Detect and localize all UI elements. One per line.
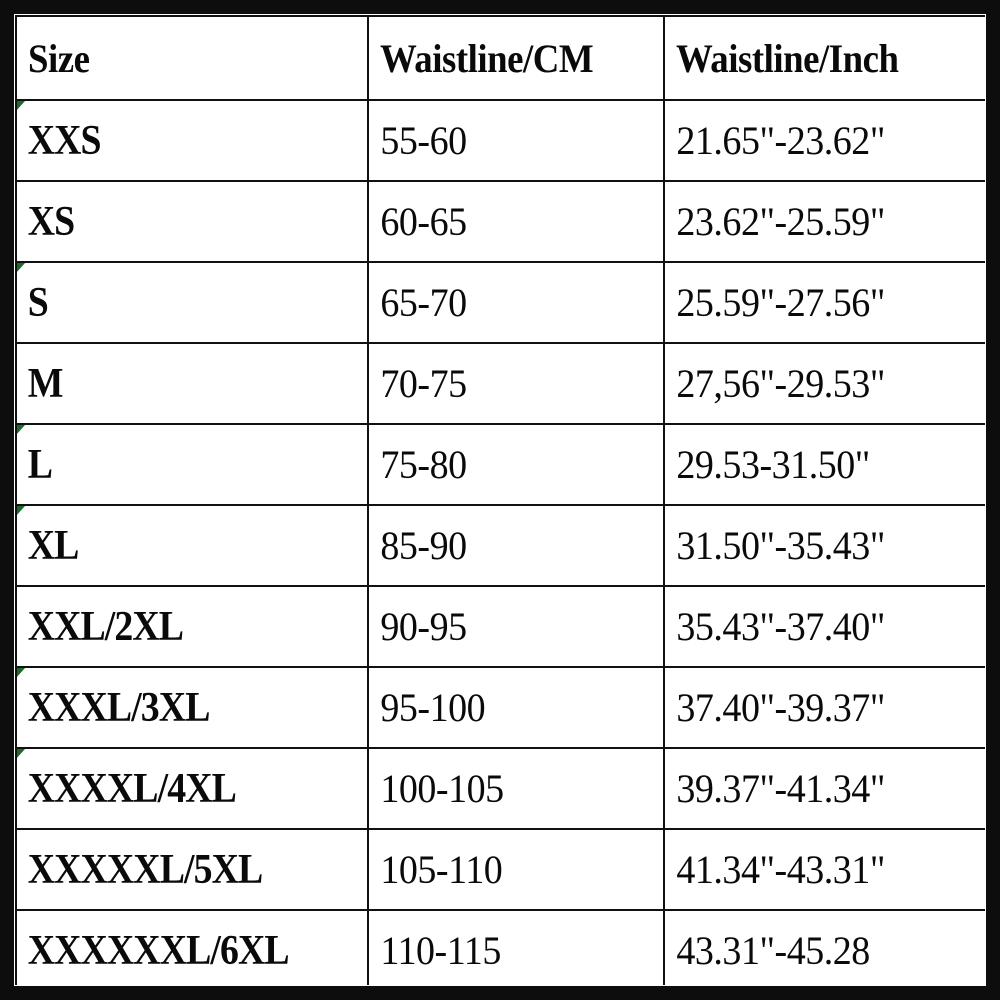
cell-size: XXS xyxy=(15,99,334,182)
cell-waist-inch: 25.59"-27.56" xyxy=(663,261,973,344)
cell-size: M xyxy=(15,342,334,425)
jpeg-artifact xyxy=(17,507,25,515)
jpeg-artifact xyxy=(17,750,25,758)
jpeg-artifact xyxy=(17,102,25,110)
cell-waist-inch: 21.65"-23.62" xyxy=(663,99,973,182)
cell-size: XS xyxy=(15,180,334,263)
cell-size: XXXXXXL/6XL xyxy=(15,909,334,985)
table-row: XXS 55-60 21.65"-23.62" xyxy=(15,99,985,182)
cell-waist-inch: 43.31"-45.28 xyxy=(663,909,973,985)
cell-waist-inch: 23.62"-25.59" xyxy=(663,180,973,263)
cell-waist-inch: 29.53-31.50" xyxy=(663,423,973,506)
cell-size: L xyxy=(15,423,334,506)
cell-waist-cm: 85-90 xyxy=(367,504,651,587)
table-row: XL 85-90 31.50"-35.43" xyxy=(15,504,985,587)
cell-waist-cm: 90-95 xyxy=(367,585,651,668)
column-header-waist-cm: Waistline/CM xyxy=(367,15,642,101)
table-frame: Size Waistline/CM Waistline/Inch XXS 55-… xyxy=(14,14,986,986)
table-row: XS 60-65 23.62"-25.59" xyxy=(15,180,985,263)
cell-size: XXXXXL/5XL xyxy=(15,828,334,911)
size-chart-table: Size Waistline/CM Waistline/Inch XXS 55-… xyxy=(15,15,985,985)
cell-waist-inch: 37.40"-39.37" xyxy=(663,666,973,749)
column-header-waist-inch: Waistline/Inch xyxy=(663,15,964,101)
cell-size: XXL/2XL xyxy=(15,585,334,668)
cell-size: XXXL/3XL xyxy=(15,666,334,749)
table-body: XXS 55-60 21.65"-23.62" XS 60-65 23.62"-… xyxy=(15,99,985,985)
cell-waist-cm: 105-110 xyxy=(367,828,651,911)
cell-waist-cm: 75-80 xyxy=(367,423,651,506)
jpeg-artifact xyxy=(17,264,25,272)
table-header-row: Size Waistline/CM Waistline/Inch xyxy=(15,15,985,101)
table-row: XXXXL/4XL 100-105 39.37"-41.34" xyxy=(15,747,985,830)
cell-size: XL xyxy=(15,504,334,587)
cell-size: XXXXL/4XL xyxy=(15,747,334,830)
table-row: L 75-80 29.53-31.50" xyxy=(15,423,985,506)
cell-waist-cm: 55-60 xyxy=(367,99,651,182)
cell-waist-cm: 65-70 xyxy=(367,261,651,344)
cell-waist-cm: 60-65 xyxy=(367,180,651,263)
jpeg-artifact xyxy=(17,669,25,677)
table-row: XXXXXL/5XL 105-110 41.34"-43.31" xyxy=(15,828,985,911)
cell-waist-cm: 110-115 xyxy=(367,909,651,985)
cell-waist-inch: 41.34"-43.31" xyxy=(663,828,973,911)
jpeg-artifact xyxy=(17,426,25,434)
cell-size: S xyxy=(15,261,334,344)
table-row: M 70-75 27,56"-29.53" xyxy=(15,342,985,425)
column-header-size: Size xyxy=(15,15,341,101)
table-row: XXXL/3XL 95-100 37.40"-39.37" xyxy=(15,666,985,749)
cell-waist-inch: 35.43"-37.40" xyxy=(663,585,973,668)
cell-waist-inch: 31.50"-35.43" xyxy=(663,504,973,587)
table-row: XXL/2XL 90-95 35.43"-37.40" xyxy=(15,585,985,668)
cell-waist-cm: 100-105 xyxy=(367,747,651,830)
cell-waist-inch: 39.37"-41.34" xyxy=(663,747,973,830)
cell-waist-cm: 95-100 xyxy=(367,666,651,749)
table-row: S 65-70 25.59"-27.56" xyxy=(15,261,985,344)
cell-waist-inch: 27,56"-29.53" xyxy=(663,342,973,425)
table-row: XXXXXXL/6XL 110-115 43.31"-45.28 xyxy=(15,909,985,985)
cell-waist-cm: 70-75 xyxy=(367,342,651,425)
